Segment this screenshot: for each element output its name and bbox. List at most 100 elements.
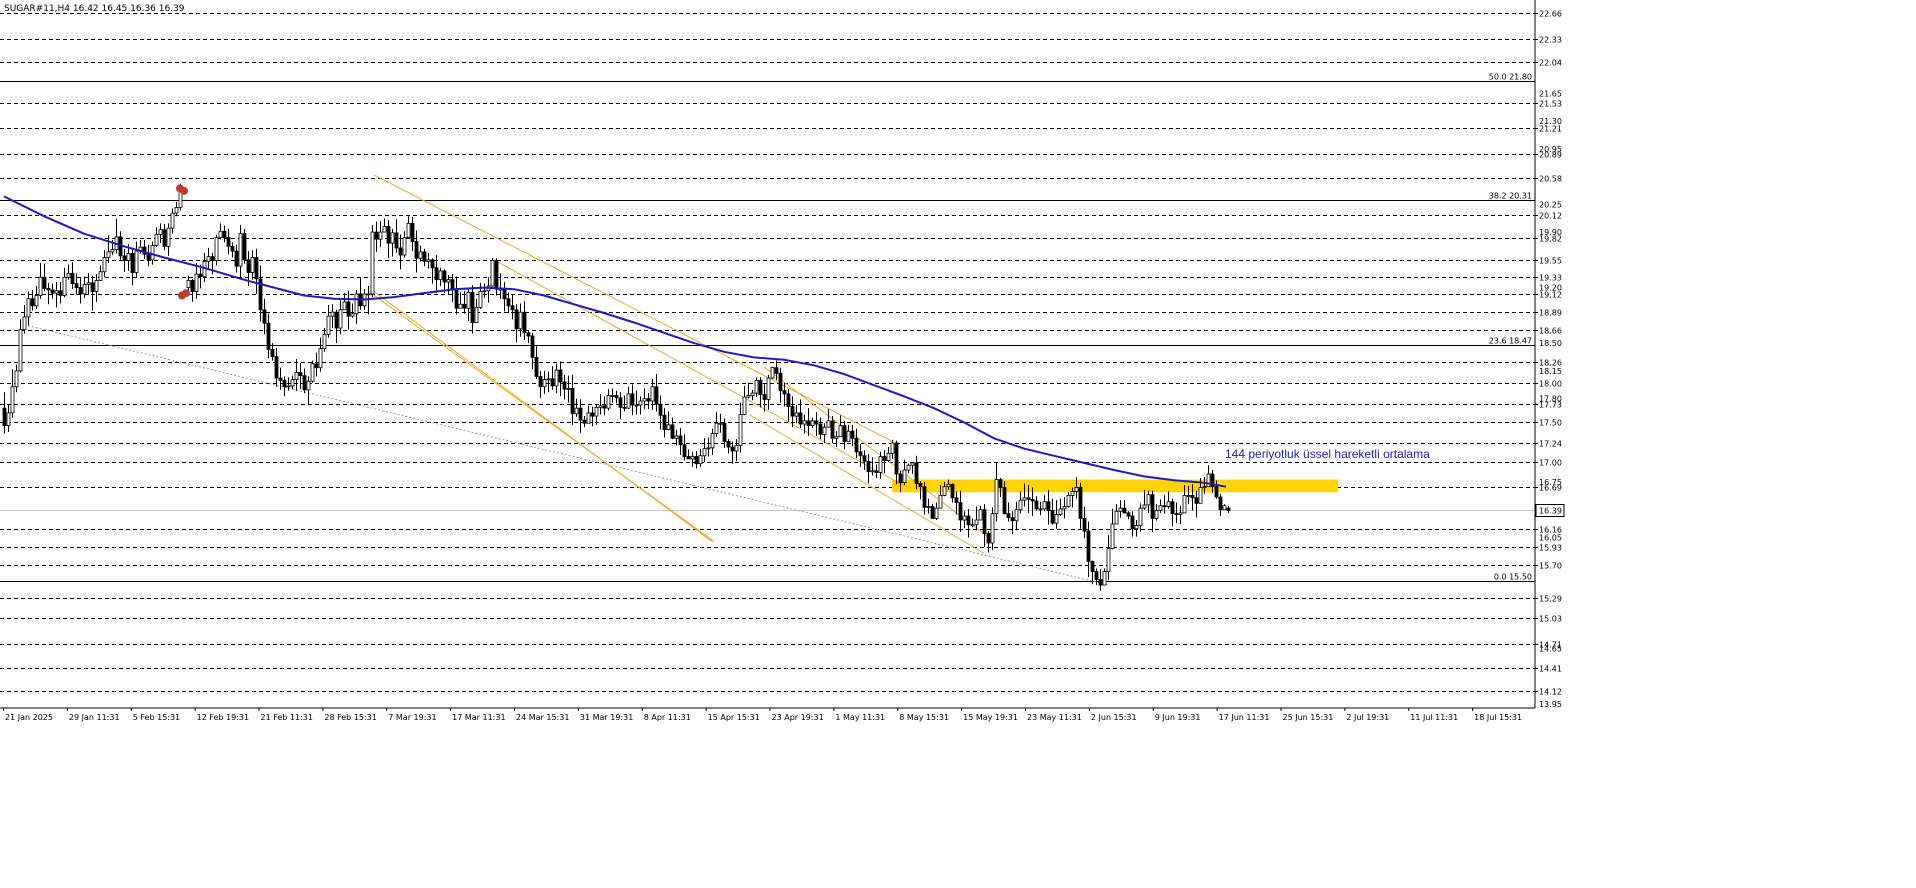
- candle-body: [1114, 510, 1119, 525]
- candle-body: [342, 301, 347, 311]
- time-label: 2 Jul 19:31: [1346, 713, 1389, 722]
- candle-body: [98, 271, 103, 281]
- candle-body: [266, 322, 271, 350]
- candle-body: [262, 309, 267, 324]
- level-label-bg: [1537, 456, 1563, 468]
- candle-body: [1158, 505, 1163, 511]
- time-label: 21 Feb 11:31: [261, 713, 313, 722]
- candle-body: [502, 288, 507, 300]
- candle-body: [1226, 507, 1231, 511]
- candle-body: [986, 533, 991, 544]
- candle-body: [458, 303, 463, 309]
- candle-body: [438, 270, 443, 281]
- price-tick-label: 14.65: [1539, 645, 1562, 654]
- level-label: 20.89: [1539, 151, 1562, 160]
- candle-body: [1046, 501, 1051, 511]
- candle-body: [854, 437, 859, 453]
- candles-layer[interactable]: [2, 183, 1231, 591]
- candle-body: [274, 356, 279, 379]
- candle-body: [786, 393, 791, 407]
- price-tick-label: 20.95: [1539, 145, 1562, 154]
- candle-body: [822, 426, 827, 435]
- candle-body: [574, 407, 579, 415]
- channel-line-upper: [493, 259, 905, 487]
- candle-body: [1062, 506, 1067, 510]
- candle-body: [646, 398, 651, 402]
- candle-body: [102, 257, 107, 273]
- candle-body: [578, 407, 583, 421]
- level-label: 19.33: [1539, 274, 1562, 283]
- candle-body: [830, 420, 835, 439]
- candle-body: [1190, 495, 1195, 499]
- candle-body: [962, 515, 967, 521]
- candle-body: [38, 276, 43, 296]
- candle-body: [1166, 501, 1171, 507]
- candle-body: [34, 295, 39, 307]
- level-label: 19.82: [1539, 235, 1562, 244]
- candle-body: [1162, 505, 1167, 508]
- candle-body: [590, 412, 595, 417]
- pivot-marker: [180, 186, 188, 195]
- candle-body: [278, 377, 283, 381]
- candle-body: [6, 412, 11, 427]
- candle-body: [882, 456, 887, 461]
- level-label: 21.21: [1539, 125, 1562, 134]
- candle-body: [586, 412, 591, 424]
- level-label: 14.41: [1539, 665, 1562, 674]
- price-tick-label: 18.50: [1539, 339, 1562, 348]
- time-label: 28 Feb 15:31: [324, 713, 376, 722]
- candle-body: [978, 509, 983, 521]
- candle-body: [246, 259, 251, 273]
- candle-body: [778, 372, 783, 392]
- candle-body: [910, 462, 915, 466]
- candle-body: [94, 280, 99, 292]
- candle-body: [310, 363, 315, 382]
- fib-label: 50.0 21.80: [1489, 73, 1532, 82]
- level-label: 15.70: [1539, 562, 1562, 571]
- resistance-zone: [892, 479, 1338, 493]
- candle-body: [990, 513, 995, 544]
- candle-body: [422, 251, 427, 262]
- candle-body: [426, 259, 431, 262]
- candle-body: [1122, 507, 1127, 514]
- level-label-bg: [1537, 271, 1563, 283]
- candle-body: [134, 250, 139, 273]
- candle-body: [542, 379, 547, 388]
- candle-body: [998, 479, 1003, 488]
- candle-body: [442, 270, 447, 283]
- candle-body: [70, 272, 75, 285]
- candle-body: [386, 226, 391, 244]
- candle-body: [214, 237, 219, 262]
- channel-line-upper: [763, 366, 995, 542]
- candle-body: [878, 456, 883, 473]
- level-label-bg: [1537, 288, 1563, 300]
- candle-body: [618, 397, 623, 408]
- candle-body: [66, 272, 71, 278]
- level-label: 17.00: [1539, 459, 1562, 468]
- candle-body: [982, 509, 987, 534]
- candle-body: [946, 483, 951, 488]
- candle-body: [54, 290, 59, 294]
- candle-body: [1066, 495, 1071, 507]
- candle-body: [1038, 508, 1043, 511]
- candle-body: [162, 229, 167, 247]
- candle-body: [850, 430, 855, 439]
- candle-body: [862, 455, 867, 462]
- level-label: 15.29: [1539, 595, 1562, 604]
- candle-body: [802, 420, 807, 425]
- candle-body: [938, 495, 943, 509]
- candle-body: [170, 212, 175, 229]
- level-label: 14.12: [1539, 688, 1562, 697]
- candle-body: [394, 232, 399, 249]
- candle-body: [774, 367, 779, 374]
- candle-body: [194, 273, 199, 292]
- price-tick-label: 16.05: [1539, 533, 1562, 542]
- candle-body: [238, 233, 243, 267]
- level-label-bg: [1537, 592, 1563, 604]
- candle-body: [834, 436, 839, 439]
- candle-body: [1042, 501, 1047, 510]
- candle-body: [846, 430, 851, 442]
- level-label-bg: [1537, 356, 1563, 368]
- candle-body: [1126, 512, 1131, 517]
